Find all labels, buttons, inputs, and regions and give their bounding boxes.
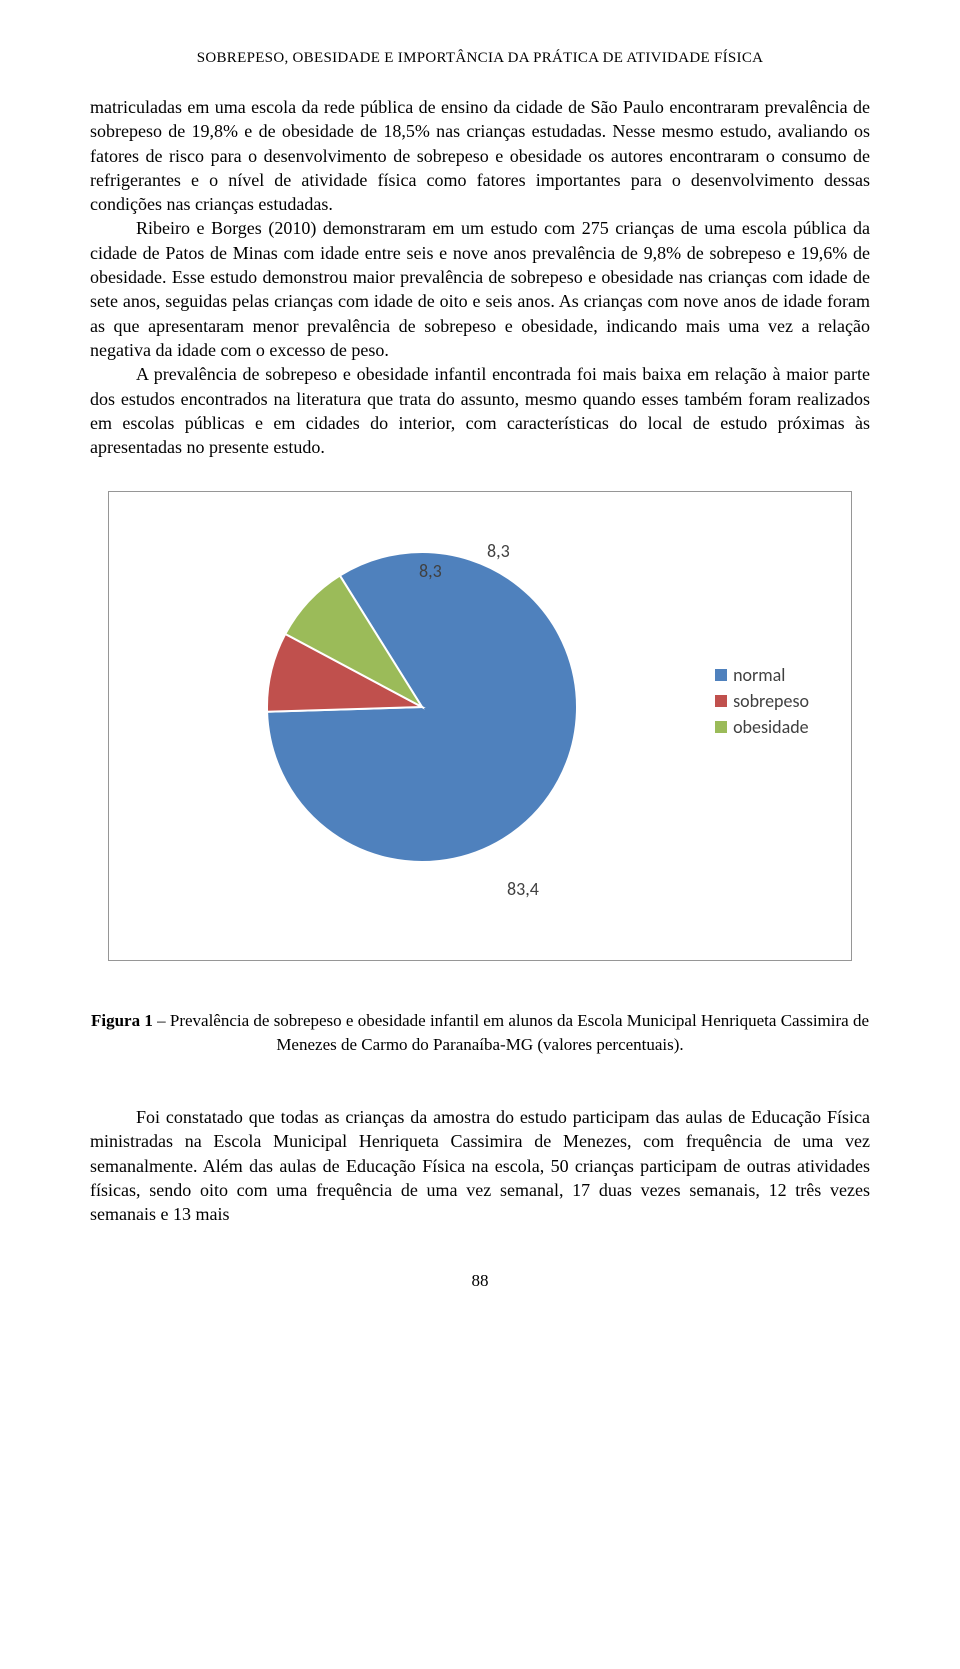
pie-label-obesidade: 8,3 <box>487 540 510 562</box>
paragraph-3: A prevalência de sobrepeso e obesidade i… <box>90 362 870 459</box>
legend-item-sobrepeso: sobrepeso <box>715 690 809 712</box>
chart-legend: normal sobrepeso obesidade <box>715 664 809 742</box>
running-header: SOBREPESO, OBESIDADE E IMPORTÂNCIA DA PR… <box>90 50 870 67</box>
paragraph-2: Ribeiro e Borges (2010) demonstraram em … <box>90 216 870 362</box>
pie-svg <box>267 552 577 862</box>
legend-label: normal <box>733 664 785 686</box>
legend-label: sobrepeso <box>733 690 809 712</box>
page-number: 88 <box>90 1271 870 1291</box>
legend-item-normal: normal <box>715 664 809 686</box>
chart-inner: 8,3 8,3 83,4 normal sobrepeso obesidade <box>127 524 833 920</box>
body-text: matriculadas em uma escola da rede públi… <box>90 95 870 459</box>
body-text-lower: Foi constatado que todas as crianças da … <box>90 1105 870 1226</box>
figure-label: Figura 1 <box>91 1011 153 1030</box>
legend-swatch-icon <box>715 669 727 681</box>
paragraph-4: Foi constatado que todas as crianças da … <box>90 1105 870 1226</box>
legend-swatch-icon <box>715 695 727 707</box>
pie-label-sobrepeso: 8,3 <box>419 560 442 582</box>
figure-caption-text: – Prevalência de sobrepeso e obesidade i… <box>153 1011 869 1054</box>
page: SOBREPESO, OBESIDADE E IMPORTÂNCIA DA PR… <box>0 0 960 1331</box>
pie-label-normal: 83,4 <box>507 878 539 900</box>
paragraph-1: matriculadas em uma escola da rede públi… <box>90 95 870 216</box>
pie-chart <box>267 552 577 867</box>
legend-item-obesidade: obesidade <box>715 716 809 738</box>
legend-label: obesidade <box>733 716 809 738</box>
chart-frame: 8,3 8,3 83,4 normal sobrepeso obesidade <box>108 491 852 961</box>
figure-caption: Figura 1 – Prevalência de sobrepeso e ob… <box>90 1009 870 1057</box>
legend-swatch-icon <box>715 721 727 733</box>
